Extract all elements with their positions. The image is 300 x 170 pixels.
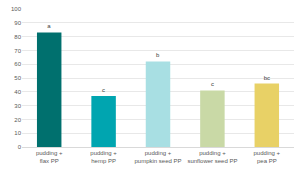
svg-text:70: 70 <box>14 48 21 54</box>
svg-text:b: b <box>156 52 160 58</box>
svg-text:40: 40 <box>14 89 21 95</box>
svg-text:c: c <box>102 87 105 93</box>
svg-text:100: 100 <box>11 6 22 12</box>
svg-text:pudding +pumpkin seed PP: pudding +pumpkin seed PP <box>134 150 181 164</box>
svg-text:60: 60 <box>14 61 21 67</box>
svg-text:bc: bc <box>264 75 270 81</box>
svg-text:c: c <box>211 81 214 87</box>
svg-text:0: 0 <box>18 144 22 150</box>
svg-text:pudding +hemp PP: pudding +hemp PP <box>90 150 117 164</box>
svg-text:50: 50 <box>14 75 21 81</box>
svg-text:30: 30 <box>14 103 21 109</box>
svg-text:pudding +sunflower seed PP: pudding +sunflower seed PP <box>187 150 237 164</box>
svg-text:90: 90 <box>14 20 21 26</box>
svg-text:a: a <box>47 23 51 29</box>
svg-text:pudding +flax PP: pudding +flax PP <box>36 150 63 164</box>
svg-text:pudding +pea PP: pudding +pea PP <box>254 150 281 164</box>
svg-text:80: 80 <box>14 34 21 40</box>
svg-text:10: 10 <box>14 130 21 136</box>
svg-text:20: 20 <box>14 117 21 123</box>
